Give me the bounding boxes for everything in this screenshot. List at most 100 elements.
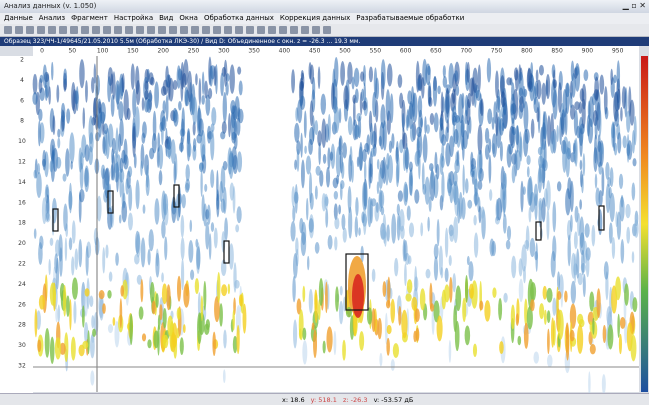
texture	[605, 162, 609, 180]
texture	[181, 215, 185, 238]
toolbar-button[interactable]	[224, 26, 232, 34]
toolbar-button[interactable]	[158, 26, 166, 34]
texture	[348, 116, 353, 135]
toolbar-button[interactable]	[191, 26, 199, 34]
texture	[620, 317, 626, 329]
status-y: y: 518.1	[311, 396, 337, 404]
toolbar-button[interactable]	[279, 26, 287, 34]
texture	[326, 167, 330, 188]
toolbar-button[interactable]	[125, 26, 133, 34]
top-tick-label: 950	[612, 48, 624, 55]
menu-item[interactable]: Вид	[159, 14, 173, 22]
toolbar-button[interactable]	[15, 26, 23, 34]
texture	[152, 301, 156, 315]
texture	[220, 131, 225, 139]
texture	[102, 247, 105, 273]
texture	[469, 284, 474, 299]
texture	[634, 116, 637, 145]
texture	[315, 186, 318, 200]
texture	[53, 115, 56, 135]
texture	[185, 182, 190, 192]
toolbar-button[interactable]	[257, 26, 265, 34]
texture	[50, 282, 56, 305]
menu-item[interactable]: Разрабатываемые обработки	[356, 14, 464, 22]
texture	[624, 283, 629, 305]
toolbar-button[interactable]	[37, 26, 45, 34]
toolbar-button[interactable]	[169, 26, 177, 34]
texture	[527, 68, 532, 91]
texture	[154, 81, 159, 108]
texture	[341, 162, 344, 179]
texture	[102, 303, 106, 314]
left-tick-label: 26	[18, 301, 26, 308]
window-controls[interactable]: ▁ ▫ ✕	[623, 1, 646, 10]
top-tick-label: 900	[582, 48, 594, 55]
texture	[128, 166, 132, 177]
toolbar-button[interactable]	[268, 26, 276, 34]
texture	[613, 92, 618, 122]
toolbar-button[interactable]	[136, 26, 144, 34]
toolbar-button[interactable]	[323, 26, 331, 34]
texture	[404, 263, 407, 286]
texture	[293, 253, 298, 279]
texture	[526, 155, 530, 165]
menu-item[interactable]: Анализ	[39, 14, 65, 22]
toolbar-button[interactable]	[180, 26, 188, 34]
texture	[37, 163, 40, 174]
menu-item[interactable]: Данные	[4, 14, 33, 22]
texture	[473, 344, 477, 357]
toolbar-button[interactable]	[92, 26, 100, 34]
toolbar-button[interactable]	[59, 26, 67, 34]
texture	[617, 314, 620, 338]
texture	[539, 65, 544, 76]
texture	[381, 206, 384, 215]
texture	[416, 127, 421, 138]
toolbar-button[interactable]	[312, 26, 320, 34]
texture	[199, 78, 202, 105]
toolbar-button[interactable]	[4, 26, 12, 34]
texture	[309, 289, 313, 314]
menu-item[interactable]: Фрагмент	[71, 14, 108, 22]
texture	[310, 100, 313, 126]
toolbar-button[interactable]	[235, 26, 243, 34]
texture	[342, 142, 347, 158]
texture	[533, 351, 539, 363]
texture	[514, 67, 518, 80]
texture	[70, 161, 72, 170]
menu-item[interactable]: Обработка данных	[204, 14, 274, 22]
toolbar-button[interactable]	[114, 26, 122, 34]
texture	[627, 134, 630, 163]
toolbar-button[interactable]	[48, 26, 56, 34]
texture	[519, 104, 524, 119]
texture	[503, 214, 507, 234]
texture	[596, 288, 600, 318]
texture	[56, 258, 59, 290]
toolbar-button[interactable]	[147, 26, 155, 34]
toolbar-button[interactable]	[103, 26, 111, 34]
toolbar-button[interactable]	[81, 26, 89, 34]
toolbar-button[interactable]	[290, 26, 298, 34]
texture	[445, 143, 450, 167]
texture	[167, 315, 173, 336]
texture	[386, 224, 389, 241]
texture	[579, 199, 582, 209]
texture	[149, 229, 154, 251]
texture	[79, 192, 82, 223]
toolbar-button[interactable]	[213, 26, 221, 34]
menu-item[interactable]: Коррекция данных	[280, 14, 350, 22]
toolbar-button[interactable]	[26, 26, 34, 34]
toolbar-button[interactable]	[70, 26, 78, 34]
texture	[188, 240, 193, 263]
menu-item[interactable]: Окна	[179, 14, 198, 22]
menu-item[interactable]: Настройка	[114, 14, 153, 22]
toolbar-button[interactable]	[202, 26, 210, 34]
texture	[71, 82, 75, 111]
texture	[404, 240, 408, 261]
info-line: Образец 323/ЧЧ-1/49645/21.05.2010 5.5м (…	[0, 37, 649, 46]
toolbar-button[interactable]	[246, 26, 254, 34]
texture	[323, 341, 326, 354]
toolbar-button[interactable]	[301, 26, 309, 34]
texture	[297, 149, 300, 172]
texture	[547, 329, 550, 354]
texture	[508, 144, 513, 155]
